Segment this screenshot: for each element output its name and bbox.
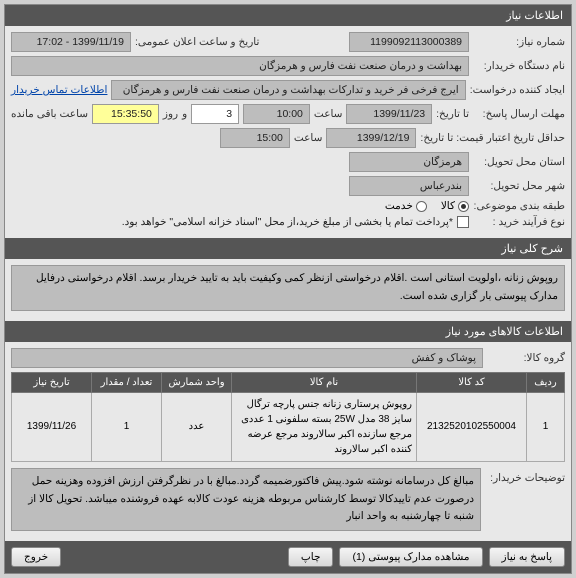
- field-buyer-org: بهداشت و درمان صنعت نفت فارس و هرمزگان: [11, 56, 469, 76]
- label-pub-date: تاریخ و ساعت اعلان عمومی:: [135, 36, 259, 48]
- label-deadline: مهلت ارسال پاسخ:: [473, 108, 565, 120]
- field-need-no: 1199092113000389: [349, 32, 469, 52]
- th-date: تاریخ نیاز: [12, 372, 92, 392]
- field-remain-days: 3: [191, 104, 239, 124]
- field-province: هرمزگان: [349, 152, 469, 172]
- form-body-info: شماره نیاز: 1199092113000389 تاریخ و ساع…: [5, 26, 571, 238]
- buyer-info-link[interactable]: اطلاعات تماس خریدار: [11, 84, 107, 96]
- section-header-items: اطلاعات کالاهای مورد نیاز: [5, 321, 571, 342]
- need-info-window: اطلاعات نیاز شماره نیاز: 119909211300038…: [4, 4, 572, 574]
- radio-service-label: خدمت: [385, 200, 413, 212]
- field-pub-date: 1399/11/19 - 17:02: [11, 32, 131, 52]
- attachments-button[interactable]: مشاهده مدارک پیوستی (1): [339, 547, 482, 567]
- label-package: طبقه بندی موضوعی:: [473, 200, 565, 212]
- label-day: روز: [163, 108, 178, 120]
- package-radio-group: کالا خدمت: [385, 200, 469, 212]
- label-creator: ایجاد کننده درخواست:: [470, 84, 565, 96]
- radio-goods-circle: [458, 201, 469, 212]
- label-buyer-org: نام دستگاه خریدار:: [473, 60, 565, 72]
- print-button[interactable]: چاپ: [288, 547, 334, 567]
- section-header-info: اطلاعات نیاز: [5, 5, 571, 26]
- td-name: روپوش پرستاری زنانه جنس پارچه ترگال سایز…: [232, 392, 417, 461]
- field-city: بندرعباس: [349, 176, 469, 196]
- label-province: استان محل تحویل:: [473, 156, 565, 168]
- label-process-type: نوع فرآیند خرید :: [473, 216, 565, 228]
- label-hour-1: ساعت: [314, 108, 343, 120]
- table-row: 1 2132520102550004 روپوش پرستاری زنانه ج…: [12, 392, 565, 461]
- section-header-title: شرح کلی نیاز: [5, 238, 571, 259]
- radio-goods-label: کالا: [441, 200, 455, 212]
- field-remain-time: 15:35:50: [92, 104, 159, 124]
- field-deadline-date: 1399/11/23: [346, 104, 432, 124]
- td-code: 2132520102550004: [417, 392, 527, 461]
- exit-button[interactable]: خروج: [11, 547, 61, 567]
- label-group: گروه کالا:: [487, 352, 565, 364]
- label-and: و: [182, 108, 187, 120]
- process-checkbox[interactable]: [457, 216, 469, 228]
- reply-button[interactable]: پاسخ به نیاز: [489, 547, 565, 567]
- field-creator: ایرج فرخی فر خرید و تدارکات بهداشت و درم…: [111, 80, 465, 100]
- td-date: 1399/11/26: [12, 392, 92, 461]
- buyer-notes-box: مبالغ کل درسامانه نوشته شود.پیش فاکتورضم…: [11, 468, 481, 532]
- process-note: *پرداخت تمام یا بخشی از مبلغ خرید،از محل…: [122, 216, 453, 228]
- th-name: نام کالا: [232, 372, 417, 392]
- label-buyer-notes: توضیحات خریدار:: [487, 468, 565, 484]
- label-remaining: ساعت باقی مانده: [11, 108, 88, 120]
- footer-bar: پاسخ به نیاز مشاهده مدارک پیوستی (1) چاپ…: [5, 541, 571, 573]
- field-valid-time: 15:00: [220, 128, 290, 148]
- th-qty: تعداد / مقدار: [92, 372, 162, 392]
- td-unit: عدد: [162, 392, 232, 461]
- th-code: کد کالا: [417, 372, 527, 392]
- field-valid-date: 1399/12/19: [326, 128, 416, 148]
- field-group: پوشاک و کفش: [11, 348, 483, 368]
- field-deadline-time: 10:00: [243, 104, 310, 124]
- radio-service-circle: [416, 201, 427, 212]
- table-header-row: ردیف کد کالا نام کالا واحد شمارش تعداد /…: [12, 372, 565, 392]
- td-row: 1: [527, 392, 565, 461]
- radio-service[interactable]: خدمت: [385, 200, 427, 212]
- label-need-no: شماره نیاز:: [473, 36, 565, 48]
- need-description: روپوش زنانه ،اولویت استانی است .اقلام در…: [11, 265, 565, 311]
- label-until-1: تا تاریخ:: [436, 108, 469, 120]
- td-qty: 1: [92, 392, 162, 461]
- label-city: شهر محل تحویل:: [473, 180, 565, 192]
- th-row: ردیف: [527, 372, 565, 392]
- radio-goods[interactable]: کالا: [441, 200, 469, 212]
- items-table: ردیف کد کالا نام کالا واحد شمارش تعداد /…: [11, 372, 565, 462]
- label-min-valid: حداقل تاریخ اعتبار قیمت: تا تاریخ:: [420, 132, 565, 144]
- th-unit: واحد شمارش: [162, 372, 232, 392]
- label-hour-2: ساعت: [294, 132, 323, 144]
